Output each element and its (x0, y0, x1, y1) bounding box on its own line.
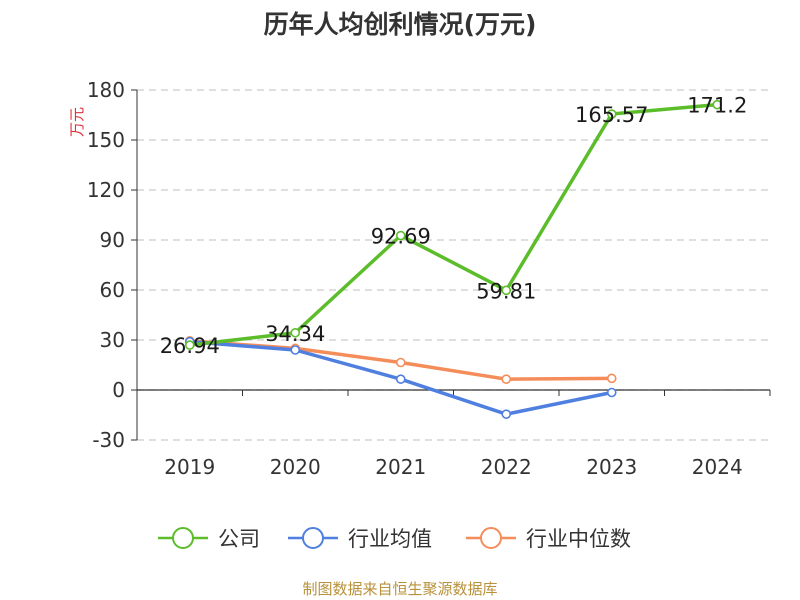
legend-label: 行业均值 (348, 527, 432, 551)
data-point (501, 285, 512, 296)
y-tick-label: 120 (87, 178, 125, 202)
data-point (184, 340, 195, 350)
x-tick-label: 2023 (586, 455, 637, 479)
legend-marker (302, 527, 324, 549)
data-label: 171.2 (687, 94, 747, 118)
data-point (501, 409, 512, 419)
source-note: 制图数据来自恒生聚源数据库 (302, 580, 498, 598)
chart-title: 历年人均创利情况(万元) (263, 10, 537, 39)
data-label: 165.57 (575, 103, 648, 127)
x-tick-label: 2020 (270, 455, 321, 479)
y-tick-label: 30 (100, 328, 125, 352)
legend-label: 行业中位数 (526, 527, 631, 551)
data-label: 26.94 (160, 334, 220, 358)
data-point (606, 387, 617, 398)
y-tick-label: -30 (92, 428, 125, 452)
y-tick-label: 60 (100, 278, 125, 302)
data-point (290, 327, 301, 338)
y-tick-label: 0 (112, 378, 125, 402)
data-label: 92.69 (371, 225, 431, 249)
data-point (501, 374, 512, 384)
series-line-1 (189, 102, 718, 347)
y-axis-label: 万元 (68, 107, 86, 137)
x-tick-label: 2021 (375, 455, 426, 479)
y-tick-label: 90 (100, 228, 125, 252)
y-tick-label: 150 (87, 128, 125, 152)
legend-label: 公司 (218, 527, 260, 551)
x-tick-label: 2022 (481, 455, 532, 479)
data-label: 59.81 (476, 279, 536, 303)
data-point (606, 373, 617, 384)
data-point (606, 109, 617, 119)
data-point (395, 230, 406, 241)
data-point (712, 99, 723, 110)
legend-marker (172, 527, 194, 549)
x-tick-label: 2024 (692, 455, 743, 479)
data-point (395, 357, 406, 368)
y-tick-label: 180 (87, 78, 125, 102)
data-label: 34.34 (265, 322, 325, 346)
data-point (290, 345, 301, 355)
data-point (395, 374, 406, 384)
x-tick-label: 2019 (164, 455, 215, 479)
legend-marker (480, 527, 502, 549)
